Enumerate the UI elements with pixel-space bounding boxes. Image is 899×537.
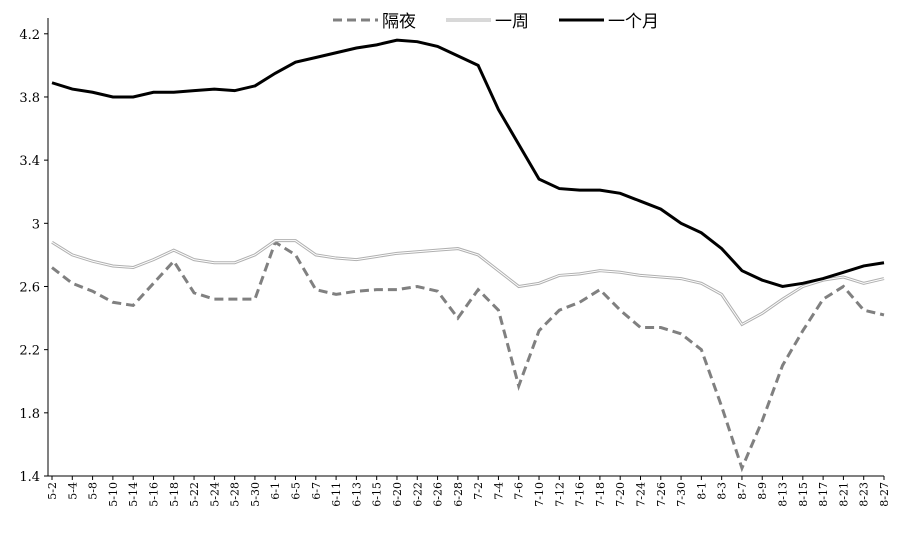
x-tick-label: 5-24 [208, 482, 221, 507]
x-tick-label: 6-5 [290, 482, 303, 500]
x-tick-label: 7-26 [655, 482, 668, 507]
x-tick-label: 8-9 [756, 482, 769, 500]
x-tick-label: 6-22 [411, 482, 424, 507]
y-tick-label: 3 [32, 217, 40, 232]
x-tick-label: 8-21 [837, 482, 850, 507]
x-tick-label: 8-1 [695, 482, 708, 500]
x-tick-label: 8-23 [858, 482, 871, 507]
x-tick-label: 5-28 [229, 482, 242, 507]
x-tick-label: 5-2 [46, 482, 59, 500]
x-tick-label: 5-10 [107, 482, 120, 507]
y-tick-label: 3.8 [19, 91, 40, 106]
y-tick-label: 3.4 [19, 154, 40, 169]
x-tick-label: 8-3 [716, 482, 729, 500]
y-tick-label: 2.2 [19, 344, 40, 359]
x-tick-label: 6-11 [330, 482, 343, 507]
legend-label: 隔夜 [382, 12, 416, 32]
x-tick-label: 6-15 [371, 482, 384, 507]
x-tick-label: 7-10 [533, 482, 546, 507]
legend-label: 一周 [495, 12, 529, 32]
x-tick-label: 5-16 [147, 482, 160, 507]
x-tick-label: 7-12 [553, 482, 566, 507]
x-tick-label: 5-14 [127, 482, 140, 507]
x-tick-label: 7-30 [675, 482, 688, 507]
x-tick-label: 7-24 [634, 482, 647, 507]
x-tick-label: 7-20 [614, 482, 627, 507]
x-tick-label: 8-15 [797, 482, 810, 507]
x-tick-label: 5-4 [66, 482, 79, 500]
x-tick-label: 6-28 [452, 482, 465, 507]
y-tick-label: 2.6 [19, 280, 40, 295]
x-tick-label: 5-30 [249, 482, 262, 507]
x-tick-label: 6-20 [391, 482, 404, 507]
line-series [51, 38, 885, 289]
x-tick-label: 8-13 [777, 482, 790, 507]
x-tick-label: 8-17 [817, 482, 830, 507]
line-core [51, 240, 885, 326]
x-tick-label: 8-7 [736, 482, 749, 500]
x-tick-label: 8-27 [878, 482, 891, 507]
x-tick-label: 5-22 [188, 482, 201, 507]
x-tick-label: 5-18 [168, 482, 181, 507]
x-tick-label: 7-6 [513, 482, 526, 500]
x-tick-label: 7-4 [492, 482, 505, 500]
line-series [51, 240, 885, 473]
x-tick-label: 7-2 [472, 482, 485, 500]
legend-label: 一个月 [608, 12, 659, 32]
y-tick-label: 1.8 [19, 407, 40, 422]
x-tick-label: 6-26 [432, 482, 445, 507]
y-tick-label: 1.4 [19, 470, 40, 485]
x-tick-label: 6-1 [269, 482, 282, 500]
x-tick-label: 6-7 [310, 482, 323, 500]
x-tick-label: 6-13 [350, 482, 363, 507]
x-tick-label: 5-8 [87, 482, 100, 500]
x-tick-label: 7-18 [594, 482, 607, 507]
y-tick-label: 4.2 [19, 28, 40, 43]
x-tick-label: 7-16 [574, 482, 587, 507]
line-series [51, 239, 885, 327]
